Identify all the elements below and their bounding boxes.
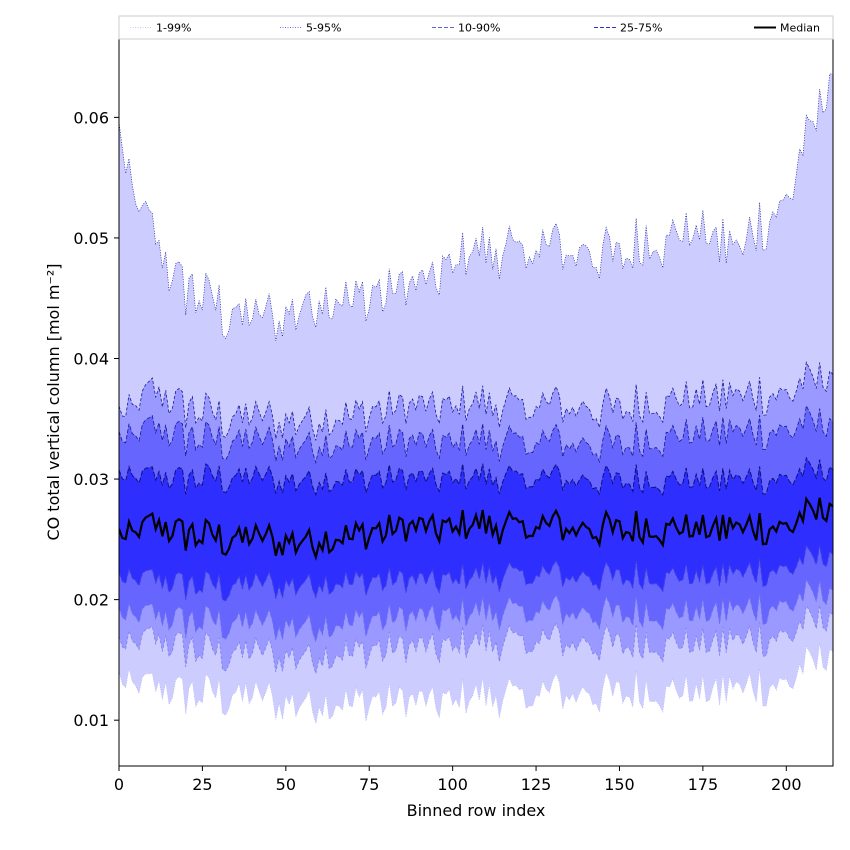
legend-label: 1-99% (156, 22, 191, 35)
y-axis: 0.01 0.02 0.03 0.04 0.05 0.06 (73, 108, 119, 730)
legend-label: 25-75% (620, 22, 662, 35)
line-p5 (119, 604, 833, 676)
x-tick-label: 100 (437, 775, 468, 794)
legend-frame (118, 15, 834, 40)
line-p95 (119, 361, 833, 441)
y-tick-label: 0.01 (73, 711, 109, 730)
x-tick-label: 25 (192, 775, 212, 794)
y-axis-title: CO total vertical column [mol m⁻²] (44, 263, 63, 540)
percentile-lines (119, 73, 833, 724)
y-tick-label: 0.03 (73, 470, 109, 489)
legend-label: 5-95% (306, 22, 341, 35)
band-25-75 (119, 457, 833, 601)
median-line (119, 496, 833, 561)
line-p75 (119, 456, 833, 497)
y-tick-label: 0.06 (73, 108, 109, 127)
x-tick-label: 50 (276, 775, 296, 794)
x-tick-label: 175 (688, 775, 719, 794)
x-tick-label: 150 (604, 775, 635, 794)
y-tick-label: 0.05 (73, 229, 109, 248)
y-tick-label: 0.04 (73, 349, 109, 368)
x-tick-label: 125 (521, 775, 552, 794)
line-p99 (119, 73, 833, 341)
x-axis-title: Binned row index (407, 801, 546, 820)
y-tick-label: 0.02 (73, 591, 109, 610)
x-tick-label: 200 (771, 775, 802, 794)
legend-label: Median (780, 22, 820, 35)
legend-label: 10-90% (458, 22, 500, 35)
line-p25 (119, 544, 833, 602)
x-tick-label: 0 (114, 775, 124, 794)
line-p10 (119, 578, 833, 643)
legend: 1-99% 5-95% 10-90% 25-75% Median (118, 15, 834, 40)
x-tick-label: 75 (359, 775, 379, 794)
x-axis: 0 25 50 75 100 125 150 175 200 (114, 766, 802, 794)
